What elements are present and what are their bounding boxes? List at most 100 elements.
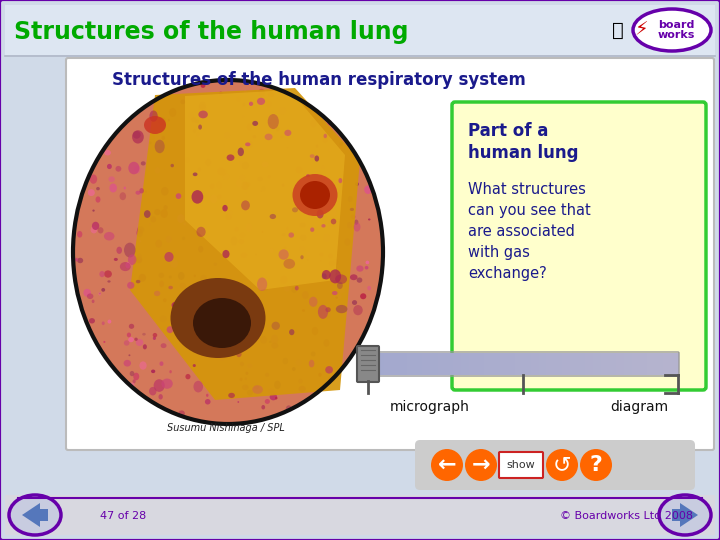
Ellipse shape [307,252,310,255]
Ellipse shape [104,341,105,343]
Ellipse shape [168,275,172,279]
Bar [376,353,384,375]
Ellipse shape [300,181,330,209]
Ellipse shape [160,361,163,366]
Ellipse shape [257,278,267,291]
Ellipse shape [205,326,213,332]
Ellipse shape [322,270,330,280]
Ellipse shape [171,302,179,308]
Ellipse shape [161,136,165,140]
Ellipse shape [296,166,302,173]
Ellipse shape [354,220,359,225]
Ellipse shape [217,318,223,327]
Ellipse shape [135,338,138,341]
Ellipse shape [120,262,131,271]
Ellipse shape [224,132,230,139]
Ellipse shape [659,495,711,535]
Ellipse shape [158,117,166,125]
Ellipse shape [299,246,305,252]
Ellipse shape [217,167,225,176]
Ellipse shape [275,397,277,400]
Text: What structures
can you see that
are associated
with gas
exchange?: What structures can you see that are ass… [468,182,590,281]
FancyBboxPatch shape [66,58,714,450]
Ellipse shape [134,165,140,173]
Ellipse shape [325,307,330,312]
Ellipse shape [194,274,196,277]
Ellipse shape [265,373,269,377]
Ellipse shape [130,382,135,388]
Ellipse shape [348,149,351,152]
Ellipse shape [266,101,272,107]
Ellipse shape [259,278,264,283]
Ellipse shape [143,345,147,349]
Ellipse shape [206,394,209,397]
Bar [593,353,601,375]
Bar [438,353,446,375]
Ellipse shape [222,173,230,180]
Ellipse shape [306,174,310,177]
Ellipse shape [356,278,362,283]
Ellipse shape [114,258,118,261]
Ellipse shape [268,92,274,97]
Ellipse shape [236,342,243,350]
Ellipse shape [233,335,238,341]
FancyBboxPatch shape [415,440,695,490]
Ellipse shape [124,360,131,367]
Ellipse shape [306,183,310,187]
Ellipse shape [149,141,152,144]
Ellipse shape [225,213,232,220]
Ellipse shape [294,286,299,291]
Ellipse shape [124,340,130,346]
Ellipse shape [265,133,273,140]
Ellipse shape [73,80,383,424]
Text: micrograph: micrograph [390,400,470,414]
Ellipse shape [179,410,185,416]
Ellipse shape [309,296,318,307]
Ellipse shape [276,126,280,132]
Ellipse shape [286,227,289,230]
Ellipse shape [365,266,369,269]
Bar [539,353,547,375]
FancyBboxPatch shape [452,102,706,390]
Ellipse shape [228,314,234,320]
Ellipse shape [335,274,347,284]
Ellipse shape [205,399,210,404]
Ellipse shape [99,271,104,277]
Ellipse shape [292,174,338,216]
Text: Part of a
human lung: Part of a human lung [468,122,578,161]
Text: ↺: ↺ [553,455,571,475]
Ellipse shape [546,449,578,481]
Ellipse shape [204,159,212,166]
Ellipse shape [151,369,156,373]
Ellipse shape [261,405,265,409]
Ellipse shape [323,234,330,242]
Ellipse shape [153,336,156,340]
Ellipse shape [197,132,200,137]
Ellipse shape [238,239,244,244]
Ellipse shape [284,259,295,269]
Bar [608,353,617,375]
Ellipse shape [197,299,207,312]
Ellipse shape [238,147,244,156]
Ellipse shape [235,305,243,313]
Text: show: show [507,460,536,470]
Ellipse shape [317,210,323,219]
Ellipse shape [329,260,335,267]
Ellipse shape [330,219,336,225]
Ellipse shape [214,262,217,266]
Ellipse shape [242,115,244,118]
Ellipse shape [338,286,345,293]
Ellipse shape [191,117,197,123]
Ellipse shape [247,124,252,131]
Ellipse shape [192,347,199,353]
Ellipse shape [168,119,170,122]
Bar [577,353,586,375]
Ellipse shape [242,103,246,107]
Ellipse shape [338,178,342,183]
Ellipse shape [137,254,142,260]
Ellipse shape [75,258,78,261]
Text: board: board [658,20,694,30]
Bar [461,353,469,375]
Bar [485,353,493,375]
Ellipse shape [240,377,243,381]
